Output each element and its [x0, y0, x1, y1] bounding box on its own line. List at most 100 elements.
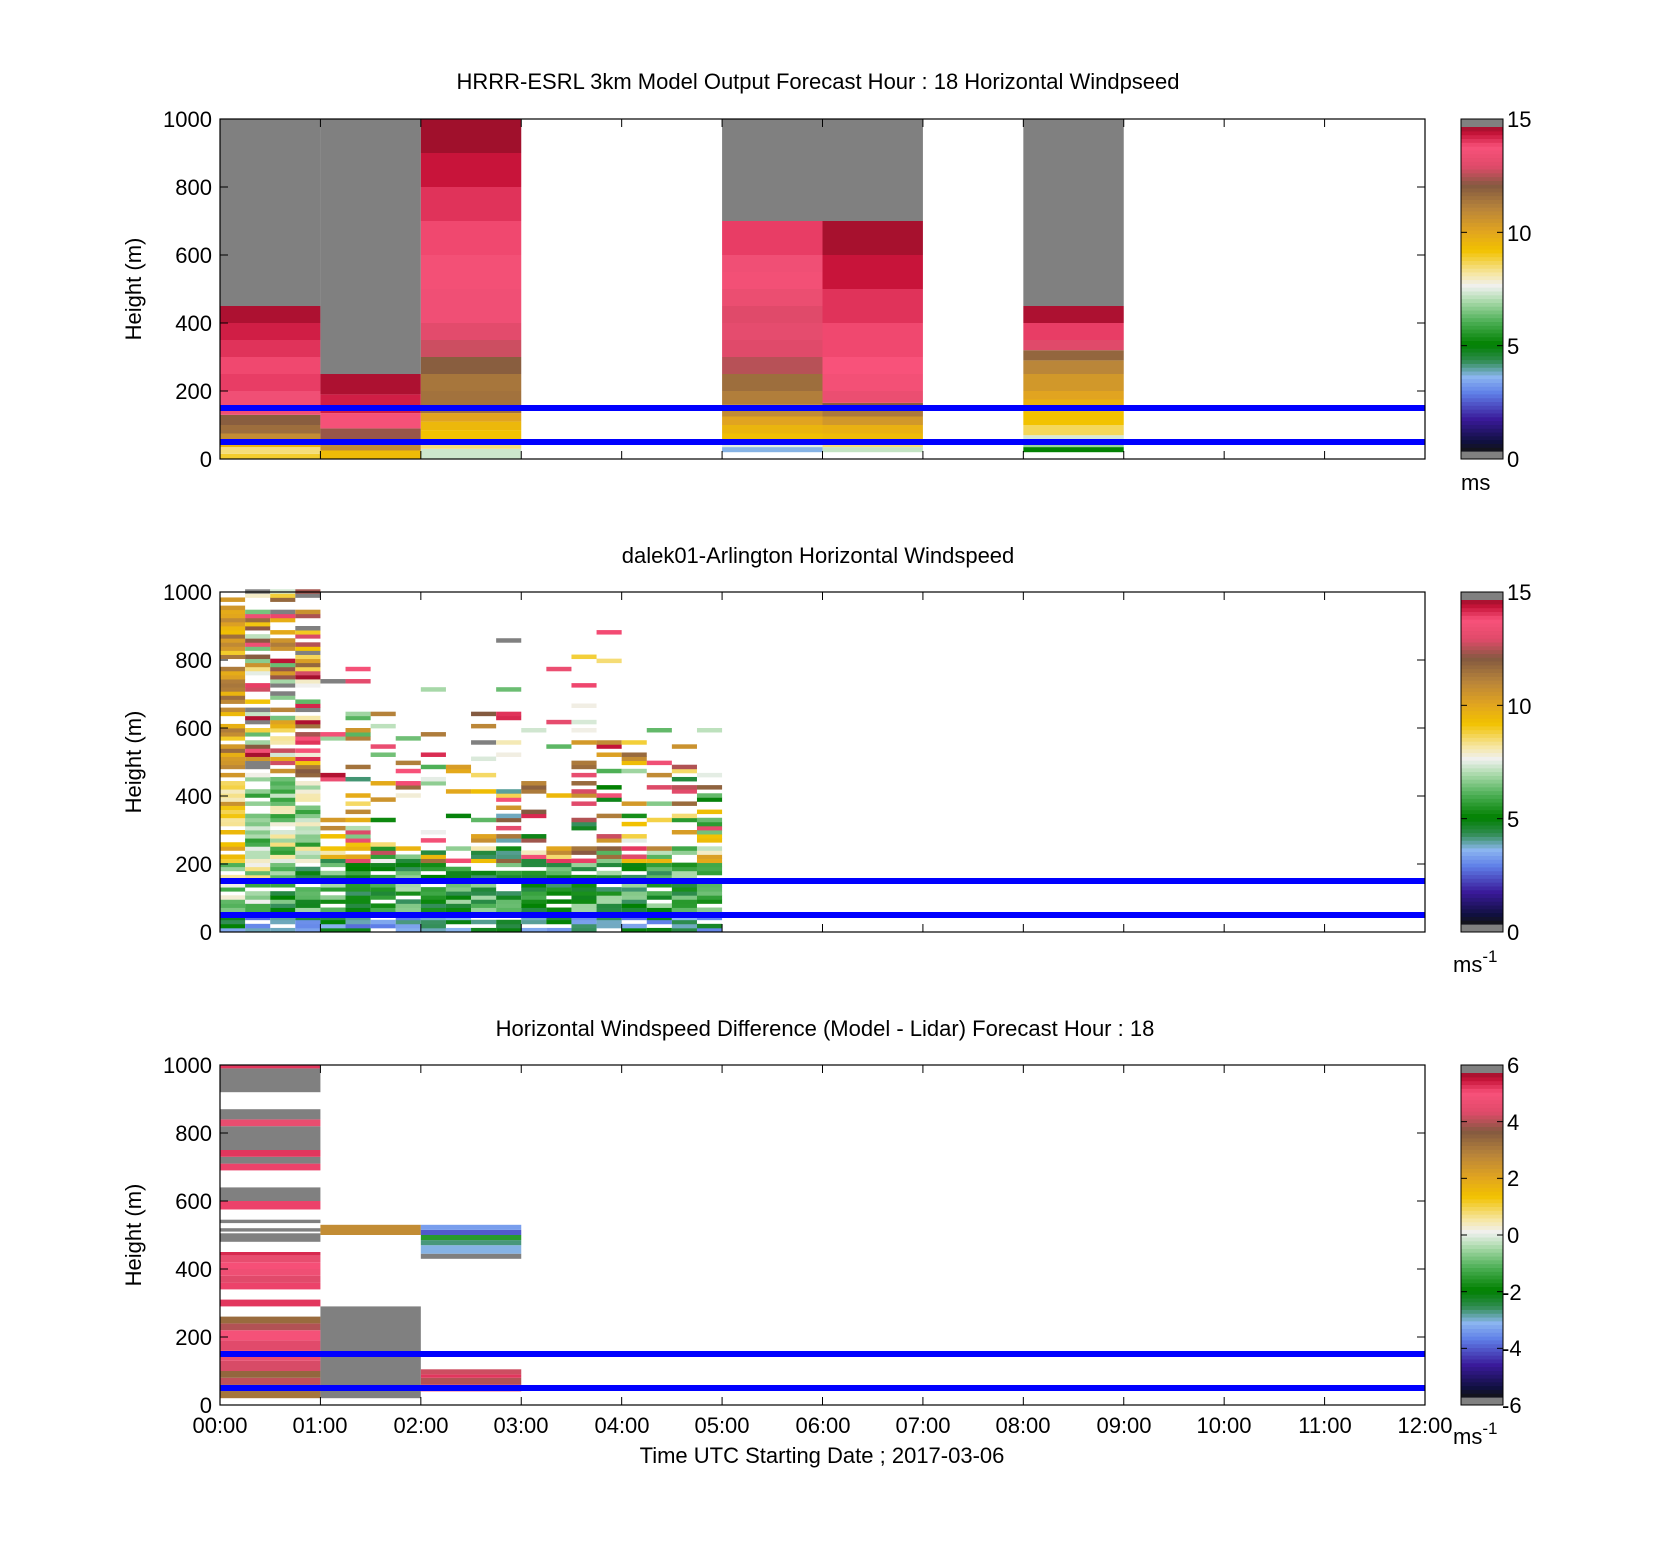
heatmap-cell	[496, 895, 522, 900]
heatmap-cell	[646, 895, 672, 900]
heatmap-cell	[445, 789, 472, 794]
colorbar-segment	[1461, 1221, 1503, 1227]
heatmap-cell	[220, 425, 321, 434]
heatmap-cell	[220, 1109, 321, 1120]
heatmap-cell	[320, 883, 346, 888]
colorbar-segment	[1461, 733, 1503, 738]
heatmap-cell	[722, 340, 823, 357]
heatmap-cell	[621, 838, 647, 843]
heatmap-cell	[220, 764, 246, 770]
panel-model-ytick-0: 0	[200, 447, 212, 472]
heatmap-cell	[420, 430, 522, 441]
colorbar-segment	[1461, 878, 1503, 883]
heatmap-cell	[496, 715, 522, 721]
heatmap-cell	[420, 1374, 522, 1378]
heatmap-cell	[646, 866, 672, 872]
heatmap-cell	[345, 923, 371, 929]
heatmap-cell	[220, 1269, 321, 1276]
colorbar-segment	[1461, 1092, 1503, 1097]
heatmap-cell	[471, 846, 497, 851]
heatmap-cell	[420, 255, 522, 289]
colorbar-segment	[1461, 824, 1503, 830]
heatmap-cell	[445, 927, 472, 933]
heatmap-cell	[370, 752, 396, 757]
heatmap-cell	[546, 883, 572, 888]
heatmap-cell	[496, 846, 522, 851]
heatmap-cell	[270, 740, 296, 745]
heatmap-cell	[471, 883, 497, 888]
colorbar-segment	[1461, 127, 1503, 132]
heatmap-cell	[621, 903, 647, 908]
colorbar-segment	[1461, 294, 1503, 300]
heatmap-cell	[696, 834, 723, 839]
heatmap-cell	[1023, 119, 1124, 306]
heatmap-cell	[220, 357, 321, 374]
heatmap-cell	[395, 923, 421, 929]
colorbar-segment	[1461, 1316, 1503, 1322]
heatmap-cell	[295, 899, 321, 904]
heatmap-cell	[722, 272, 823, 289]
heatmap-cell	[295, 756, 321, 762]
heatmap-cell	[1023, 350, 1124, 361]
colorbar-segment	[1461, 1088, 1503, 1093]
heatmap-cell	[220, 772, 246, 778]
heatmap-cell	[722, 323, 823, 340]
heatmap-cell	[420, 448, 522, 459]
heatmap-cell	[571, 899, 597, 904]
colorbar-segment	[1461, 390, 1503, 395]
heatmap-cell	[471, 756, 497, 762]
colorbar-segment	[1461, 397, 1503, 403]
heatmap-cell	[270, 927, 296, 933]
heatmap-cell	[245, 776, 271, 782]
colorbar-segment	[1461, 649, 1503, 654]
heatmap-cell	[220, 1371, 321, 1378]
heatmap-cell	[395, 760, 421, 766]
heatmap-cell	[220, 691, 246, 696]
heatmap-cell	[496, 834, 522, 839]
heatmap-cell	[571, 654, 597, 660]
heatmap-cell	[496, 711, 522, 717]
heatmap-cell	[245, 870, 271, 876]
colorbar-segment	[1461, 382, 1503, 387]
heatmap-cell	[220, 597, 246, 602]
heatmap-cell	[621, 813, 647, 819]
heatmap-cell	[345, 776, 371, 782]
heatmap-cell	[270, 801, 296, 806]
heatmap-cell	[696, 866, 723, 872]
panel-model-colorbar-frame	[1460, 118, 1504, 460]
heatmap-cell	[320, 858, 346, 864]
heatmap-cell	[822, 447, 923, 453]
heatmap-cell	[245, 642, 271, 647]
heatmap-cell	[220, 813, 246, 819]
heatmap-cell	[245, 858, 271, 864]
heatmap-cell	[521, 927, 547, 933]
colorbar-segment	[1461, 203, 1503, 208]
colorbar-segment	[1461, 1111, 1503, 1116]
heatmap-cell	[295, 719, 321, 725]
heatmap-cell	[420, 1229, 522, 1235]
x-axis-label: Time UTC Starting Date ; 2017-03-06	[640, 1443, 1005, 1468]
heatmap-cell	[496, 817, 522, 823]
colorbar-segment	[1461, 374, 1503, 380]
heatmap-cell	[445, 846, 472, 851]
heatmap-cell	[571, 903, 597, 908]
heatmap-cell	[445, 883, 472, 888]
panel-lidar-cb-unit-exp: -1	[1482, 947, 1497, 966]
colorbar-segment	[1461, 1118, 1503, 1124]
heatmap-cell	[295, 887, 321, 892]
heatmap-cell	[345, 715, 371, 721]
colorbar-segment	[1461, 1084, 1503, 1089]
heatmap-cell	[220, 626, 246, 631]
heatmap-cell	[445, 858, 472, 864]
heatmap-cell	[295, 870, 321, 876]
heatmap-cell	[245, 593, 271, 598]
heatmap-cell	[245, 927, 271, 933]
heatmap-cell	[596, 895, 622, 900]
heatmap-cell	[345, 809, 371, 815]
colorbar-segment	[1461, 611, 1503, 616]
heatmap-cell	[220, 907, 246, 912]
heatmap-cell	[696, 891, 723, 896]
colorbar-segment	[1461, 805, 1503, 811]
heatmap-cell	[571, 923, 597, 929]
heatmap-cell	[345, 732, 371, 737]
